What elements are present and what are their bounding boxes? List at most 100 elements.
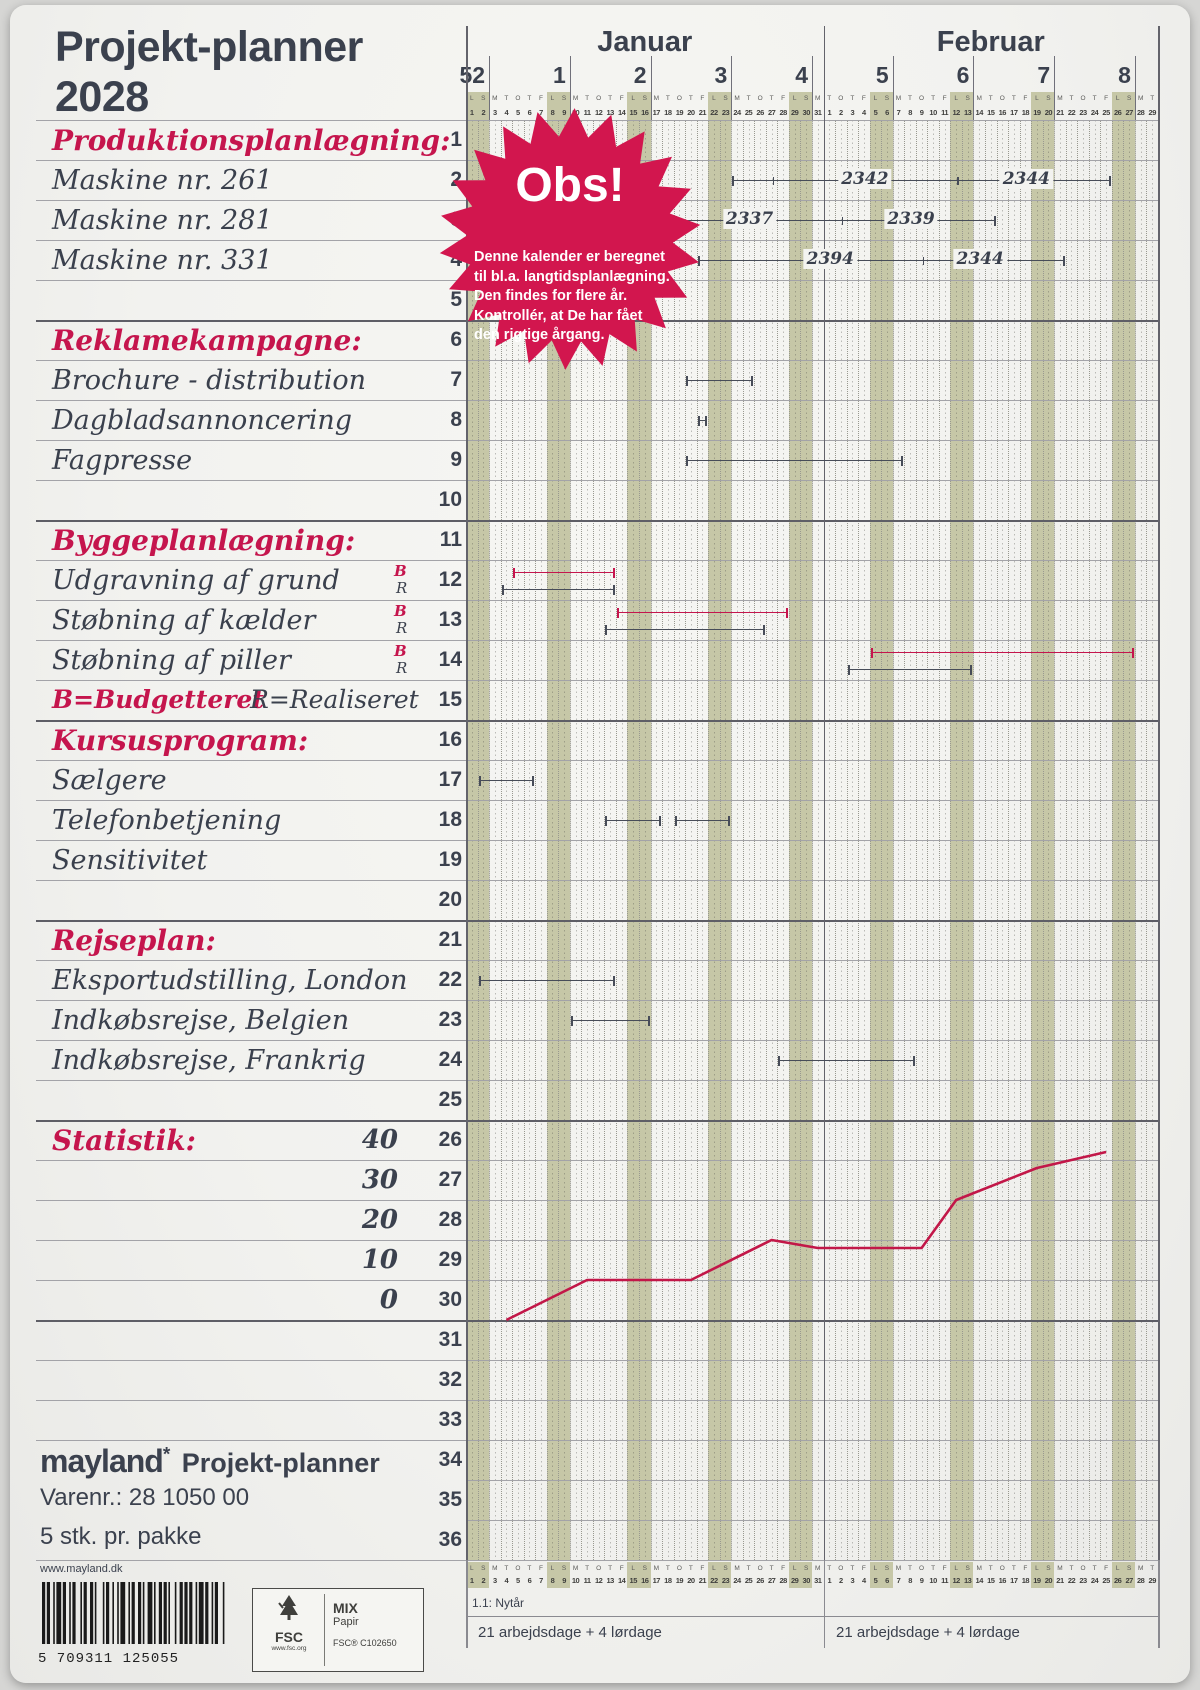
footer-day-date-cell: 5: [516, 1576, 520, 1585]
gantt-bar-label: 2344: [999, 169, 1054, 189]
day-letter-cell: S: [719, 92, 732, 105]
day-letter-cell: S: [881, 92, 893, 105]
holiday-note: 1.1: Nytår: [472, 1596, 525, 1610]
label-row-line: [36, 360, 466, 361]
grid-row-line: [466, 640, 1158, 641]
footer-divider: [466, 1560, 468, 1648]
day-date-cell: 9: [558, 105, 570, 120]
day-date-cell: 12: [594, 108, 603, 117]
realized-mark: R: [396, 659, 408, 677]
day-letter-cell: M: [976, 95, 982, 102]
day-letter-cell: T: [931, 95, 936, 102]
gantt-bar-endcap: [901, 456, 904, 466]
row-number: 1: [450, 128, 462, 151]
footer-day-date-cell: 10: [571, 1576, 580, 1585]
footer-day-letter-cell: S: [1042, 1562, 1055, 1574]
footer-day-letter-cell: O: [596, 1565, 602, 1572]
day-date-cell: 1: [466, 105, 478, 120]
barcode-bar: [72, 1582, 76, 1644]
gantt-bar-endcap: [762, 625, 765, 635]
barcode-bar: [69, 1582, 71, 1644]
barcode-bar: [112, 1582, 114, 1644]
month-name: Januar: [597, 26, 693, 58]
day-date-cell: 28: [779, 108, 787, 117]
gantt-bar-endcap: [912, 1056, 915, 1066]
footer-day-letter-cell: L: [950, 1562, 962, 1574]
day-letter-cell: F: [1104, 95, 1109, 102]
gantt-bar-endcap: [478, 776, 481, 786]
fsc-label: FSC www.fsc.org MIX Papir FSC® C102650: [252, 1588, 424, 1672]
gantt-bar-endcap: [728, 816, 731, 826]
label-row-line: [36, 680, 466, 681]
obs-badge-title: Obs!: [515, 159, 625, 212]
footer-day-date-cell: 26: [756, 1576, 764, 1585]
label-row-line: [36, 840, 466, 841]
gantt-bar-endcap: [785, 608, 788, 618]
day-letter-cell: L: [950, 92, 962, 105]
barcode-bar: [198, 1582, 204, 1644]
footer-day-letter-cell: F: [700, 1565, 705, 1572]
day-letter-cell: M: [1137, 95, 1144, 102]
barcode-bar: [56, 1582, 62, 1644]
fsc-papir: Papir: [333, 1616, 359, 1628]
week-number: 7: [1037, 62, 1051, 88]
footer-day-letter-cell: F: [619, 1565, 624, 1572]
barcode-bar: [106, 1582, 110, 1644]
gantt-bar: [570, 1016, 650, 1026]
footer-day-date-cell: 24: [733, 1576, 741, 1585]
day-date-cell: 21: [698, 108, 707, 117]
label-row-line: [36, 120, 466, 121]
row-number: 33: [438, 1408, 462, 1431]
footer-day-letter-cell: T: [988, 1565, 993, 1572]
footer-day-letter-cell: T: [827, 1565, 832, 1572]
footer-day-date-cell: 18: [1021, 1576, 1030, 1585]
grid-row-line: [466, 1400, 1158, 1401]
day-date-cell: 24: [1090, 108, 1099, 117]
day-letter-cell: L: [466, 92, 478, 105]
row-label-heading: Statistik:: [52, 1124, 196, 1157]
obs-badge-line: den rigtige årgang.: [474, 327, 605, 343]
footer-day-letter-cell: T: [688, 1565, 693, 1572]
row-label: Støbning af piller: [52, 645, 291, 676]
day-letter-cell: O: [596, 95, 602, 102]
week-number: 6: [956, 62, 970, 88]
label-row-line: [36, 160, 466, 161]
brand-product: Projekt-planner: [181, 1448, 380, 1478]
grid-row-line: [466, 840, 1158, 841]
barcode-bar: [195, 1582, 198, 1644]
footer-day-date-cell: 2: [838, 1576, 843, 1585]
day-letter-cell: M: [653, 95, 659, 102]
day-letter-cell: T: [1092, 95, 1097, 102]
label-row-line: [36, 1440, 466, 1441]
gantt-bar-endcap: [478, 976, 481, 986]
day-date-cell: 22: [708, 105, 720, 120]
day-date-cell: 31: [814, 108, 822, 117]
barcode-bar: [184, 1582, 188, 1644]
footer-day-letter-cell: L: [708, 1562, 720, 1574]
label-row-line: [36, 1000, 466, 1001]
row-number: 34: [438, 1448, 462, 1471]
footer-day-letter-cell: O: [757, 1565, 763, 1572]
obs-badge-text: Denne kalender er beregnet til bl.a. lan…: [474, 248, 694, 346]
day-date-cell: 25: [1102, 108, 1110, 117]
footer-day-date-cell: 29: [1148, 1576, 1157, 1585]
grid-row-line: [466, 1560, 1158, 1561]
footer-day-letter-cell: F: [781, 1565, 786, 1572]
footer-day-date-cell: 26: [1111, 1574, 1124, 1588]
footer-day-letter-cell: S: [558, 1562, 570, 1574]
label-row-line: [36, 1400, 466, 1401]
label-row-line: [36, 760, 466, 761]
day-letter-cell: T: [1069, 95, 1074, 102]
day-letter-cell: L: [869, 92, 882, 105]
day-date-cell: 21: [1056, 108, 1064, 117]
footer-day-date-cell: 23: [1079, 1576, 1087, 1585]
day-letter-cell: T: [746, 95, 751, 102]
stats-scale-label: 20: [361, 1205, 398, 1235]
day-date-cell: 27: [767, 108, 776, 117]
barcode-bar: [117, 1582, 119, 1644]
grid-row-line: [466, 920, 1158, 922]
gantt-bar-endcap: [697, 416, 700, 426]
row-label: Udgravning af grund: [52, 565, 340, 596]
barcode-bar: [138, 1582, 142, 1644]
footer-day-letter-cell: O: [838, 1565, 844, 1572]
